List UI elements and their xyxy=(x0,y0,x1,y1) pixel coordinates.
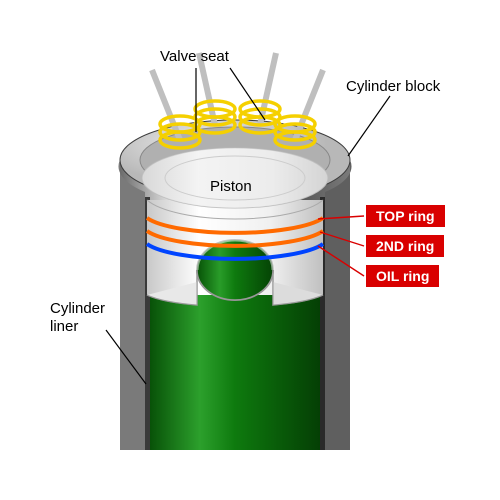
oil-ring-label: OIL ring xyxy=(366,265,439,287)
top-ring-label: TOP ring xyxy=(366,205,445,227)
valve-seat-label: Valve seat xyxy=(160,48,229,65)
cylinder-block-label: Cylinder block xyxy=(346,78,440,95)
second-ring-label: 2ND ring xyxy=(366,235,444,257)
piston-label: Piston xyxy=(210,178,252,195)
cylinder-liner-label: Cylinder liner xyxy=(50,300,105,336)
